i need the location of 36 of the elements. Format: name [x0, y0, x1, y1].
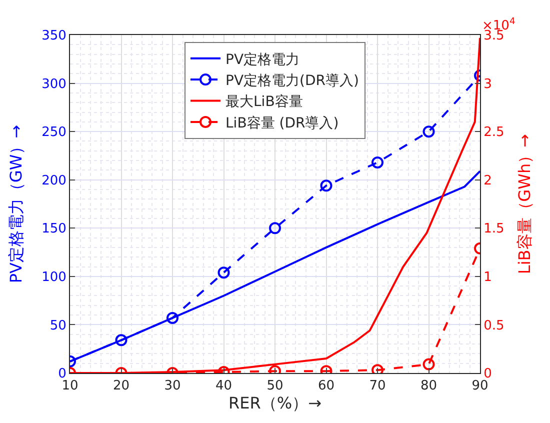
- legend-label: PV定格電力(DR導入): [226, 73, 359, 90]
- x-tick-label: 40: [215, 378, 232, 394]
- x-tick-label: 70: [369, 378, 386, 394]
- legend-label: LiB容量 (DR導入): [226, 115, 339, 132]
- legend-label: 最大LiB容量: [226, 94, 303, 110]
- point: [269, 222, 281, 234]
- y-tick-label: 100: [42, 270, 66, 285]
- y2-tick-label: 2.5: [484, 125, 504, 140]
- y2-axis-title: LiB容量（GWh）→: [514, 134, 534, 274]
- point: [422, 126, 435, 138]
- y-axis-title: PV定格電力（GW）→: [6, 124, 26, 284]
- legend-label: PV定格電力: [226, 52, 300, 68]
- point: [372, 156, 384, 168]
- point: [320, 180, 332, 192]
- x-tick-label: 30: [164, 378, 181, 394]
- y-tick-label: 200: [42, 173, 66, 188]
- x-tick-label: 20: [112, 378, 130, 394]
- x-tick-label: 60: [318, 378, 335, 394]
- x-tick-label: 90: [472, 378, 488, 394]
- y2-tick-label: 3: [484, 76, 492, 92]
- point: [166, 312, 178, 324]
- y-tick-label: 150: [42, 222, 66, 237]
- y2-tick-label: 1.5: [484, 222, 504, 237]
- x-tick-label: 50: [266, 378, 284, 394]
- point: [218, 266, 230, 279]
- y-tick-label: 50: [50, 318, 66, 334]
- x-axis-title: RER（%）→: [228, 394, 322, 413]
- y2-tick-label: 0.5: [484, 318, 504, 334]
- x-tick-label: 10: [62, 378, 78, 394]
- x-tick-label: 80: [420, 378, 438, 394]
- y-tick-label: 300: [42, 76, 66, 92]
- y-tick-label: 350: [42, 28, 66, 44]
- point: [115, 334, 128, 346]
- y2-tick-label: 2: [484, 173, 492, 188]
- y2-tick-label: 1: [484, 270, 492, 285]
- y-tick-label: 250: [42, 125, 66, 140]
